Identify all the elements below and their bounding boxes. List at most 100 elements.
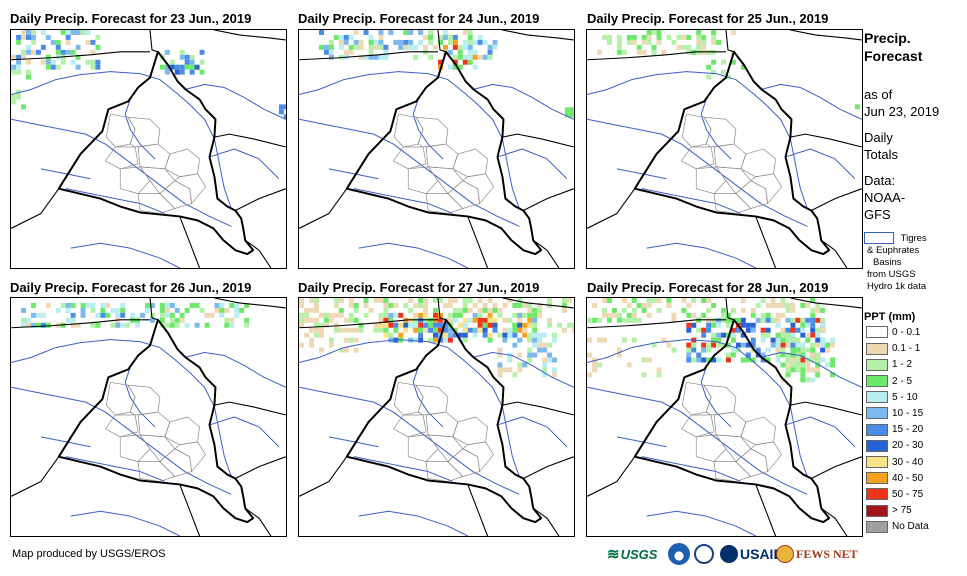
precip-cell (383, 322, 389, 328)
precip-cell (184, 54, 190, 60)
precip-cell (661, 337, 667, 343)
precip-cell (765, 327, 771, 333)
precip-cell (462, 317, 468, 323)
precip-cell (602, 298, 607, 303)
precip-cell (388, 322, 394, 328)
precip-cell (467, 307, 473, 313)
precip-cell (11, 94, 17, 100)
precip-cell (423, 298, 429, 303)
precip-cell (611, 312, 617, 318)
precip-cell (314, 327, 319, 333)
neighbor-border (11, 319, 150, 329)
ppt-legend-swatch (866, 407, 888, 420)
precip-cell (765, 332, 771, 338)
precip-cell (204, 312, 210, 318)
precip-cell (467, 30, 473, 35)
precip-cell (477, 298, 483, 303)
precip-cell (825, 347, 831, 353)
basin-line (11, 386, 232, 495)
precip-cell (413, 302, 419, 308)
ppt-legend-item: No Data (866, 520, 962, 536)
precip-cell (457, 64, 463, 70)
precip-cell (477, 34, 483, 40)
precip-cell (85, 39, 91, 45)
precip-cell (462, 307, 468, 313)
precip-cell (780, 327, 786, 333)
precip-cell (706, 298, 712, 303)
sidebar-asof-line2: Jun 23, 2019 (864, 104, 940, 119)
map-panel-5 (298, 297, 575, 537)
panel-title-5: Daily Precip. Forecast for 27 Jun., 2019 (298, 280, 540, 295)
precip-cell (711, 59, 717, 65)
precip-cell (30, 49, 36, 55)
precip-cell (760, 332, 766, 338)
noaa-emblem-icon (668, 543, 690, 565)
province-boundary (740, 416, 776, 446)
precip-cell (115, 307, 121, 313)
precip-cell (602, 312, 607, 318)
precip-cell (502, 327, 508, 333)
ppt-legend-item: 0 - 0.1 (866, 326, 962, 342)
precip-cell (45, 322, 51, 328)
basin-line (299, 118, 520, 227)
precip-cell (507, 298, 513, 303)
precip-cell (353, 337, 359, 343)
precip-cell (343, 327, 349, 333)
precip-cell (815, 302, 821, 308)
precip-cell (810, 352, 816, 358)
province-boundary (713, 461, 752, 482)
precip-cell (815, 352, 821, 358)
precip-cell (760, 327, 766, 333)
precip-cell (413, 327, 419, 333)
precip-cell (800, 352, 806, 358)
precip-cell (373, 327, 379, 333)
precip-cell (35, 322, 41, 328)
precip-cell (552, 372, 557, 378)
usaid-seal-icon (720, 545, 738, 563)
precip-cell (706, 347, 712, 353)
precip-cell (701, 39, 707, 45)
precip-cell (378, 322, 384, 328)
precip-cell (85, 59, 91, 65)
precip-cell (433, 298, 438, 303)
precip-cell (636, 49, 642, 55)
ppt-legend-label: 30 - 40 (892, 456, 924, 468)
neighbor-border (11, 188, 60, 229)
precip-cell (95, 322, 101, 328)
precip-cell (517, 327, 523, 333)
precip-cell (492, 39, 498, 45)
precip-cell (487, 322, 493, 328)
precip-cell (795, 362, 801, 368)
precip-cell (507, 317, 513, 323)
precip-cell (75, 64, 81, 70)
country-border (633, 318, 831, 524)
precip-cell (323, 49, 329, 55)
basin-line5: Hydro 1k data (867, 280, 927, 292)
precip-cell (681, 34, 687, 40)
basin-line (65, 188, 166, 214)
precip-cell (706, 322, 712, 328)
precip-cell (716, 39, 722, 45)
precip-cell (314, 332, 319, 338)
precip-cell (815, 327, 821, 333)
precip-cell (820, 327, 826, 333)
noaa-logo (668, 543, 690, 565)
precip-cell (169, 302, 175, 308)
precip-cell (353, 347, 359, 353)
precip-cell (537, 332, 543, 338)
country-border (57, 50, 255, 256)
fews-logo-text: FEWS NET (796, 546, 858, 561)
precip-cell (815, 307, 821, 313)
precip-cell (467, 327, 473, 333)
precip-cell (164, 307, 170, 313)
precip-cell (343, 39, 349, 45)
ppt-legend-item: 10 - 15 (866, 407, 962, 423)
precip-cell (462, 332, 468, 338)
precip-cell (16, 69, 22, 75)
basin-line (641, 456, 742, 482)
precip-cell (805, 362, 811, 368)
precip-cell (537, 312, 543, 318)
precip-cell (358, 54, 364, 60)
precip-cell (626, 39, 632, 45)
precip-cell (805, 322, 811, 328)
